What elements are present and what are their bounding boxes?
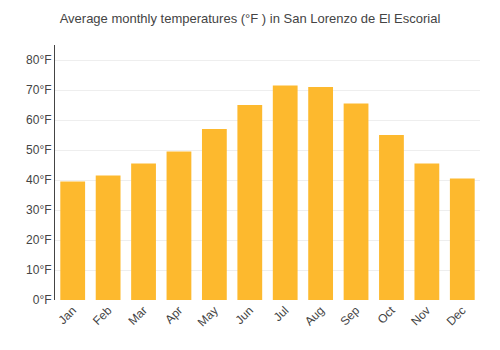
svg-text:Sep: Sep	[337, 303, 362, 328]
svg-text:Jun: Jun	[233, 303, 257, 327]
svg-text:Aug: Aug	[302, 303, 327, 328]
svg-text:20°F: 20°F	[26, 233, 51, 247]
svg-text:50°F: 50°F	[26, 143, 51, 157]
svg-text:Mar: Mar	[125, 303, 150, 328]
svg-text:0°F: 0°F	[33, 293, 52, 307]
svg-text:Jan: Jan	[55, 303, 79, 327]
svg-text:80°F: 80°F	[26, 53, 51, 67]
svg-text:30°F: 30°F	[26, 203, 51, 217]
svg-text:10°F: 10°F	[26, 263, 51, 277]
svg-text:70°F: 70°F	[26, 83, 51, 97]
svg-text:Jul: Jul	[271, 303, 292, 324]
svg-text:Apr: Apr	[162, 303, 185, 326]
svg-text:Nov: Nov	[408, 303, 433, 328]
svg-text:May: May	[195, 303, 221, 329]
svg-text:60°F: 60°F	[26, 113, 51, 127]
svg-text:Feb: Feb	[90, 303, 115, 328]
svg-text:Average monthly temperatures (: Average monthly temperatures (°F ) in Sa…	[60, 11, 441, 26]
svg-text:Oct: Oct	[375, 303, 399, 327]
svg-text:40°F: 40°F	[26, 173, 51, 187]
svg-text:Dec: Dec	[444, 303, 469, 328]
